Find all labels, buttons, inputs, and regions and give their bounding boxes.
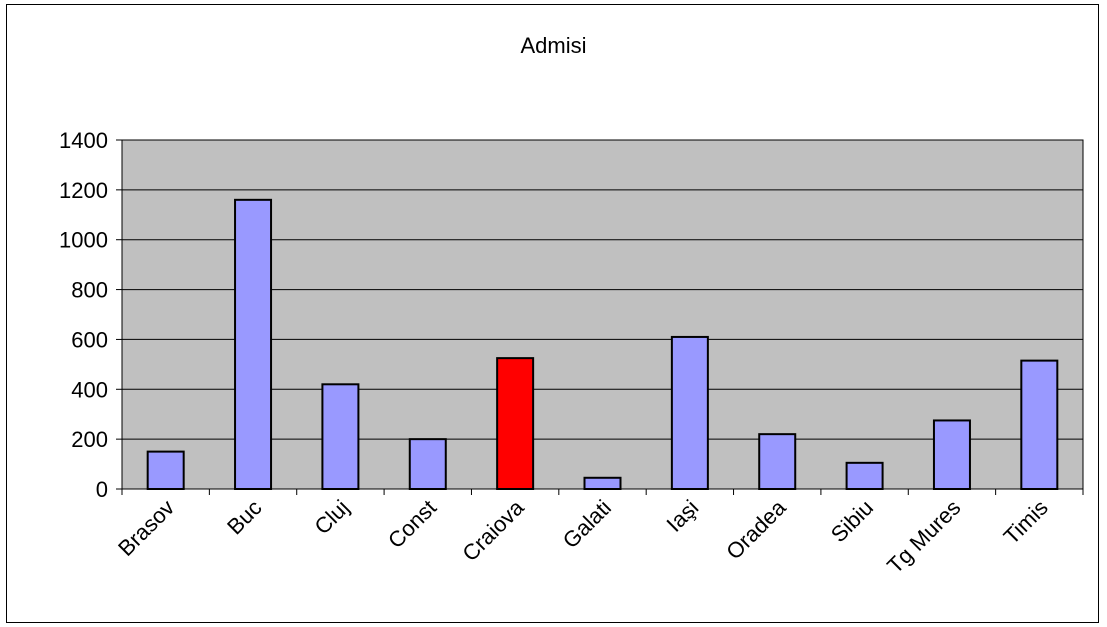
x-tick-label: Sibiu bbox=[826, 495, 878, 547]
x-tick-label: Const bbox=[383, 495, 441, 553]
x-tick-label: Galati bbox=[558, 495, 616, 553]
bar-brasov bbox=[146, 450, 185, 491]
x-tick-label: Timis bbox=[999, 495, 1053, 549]
bar-galati bbox=[583, 476, 622, 490]
x-tick-label: Buc bbox=[222, 495, 266, 539]
x-tick-label: Cluj bbox=[309, 495, 353, 539]
chart-title: Admisi bbox=[520, 33, 587, 58]
bar-timis bbox=[1020, 359, 1059, 490]
bar-sibiu bbox=[845, 461, 884, 491]
y-tick-labels: 0 200 400 600 800 1000 1200 1400 bbox=[59, 128, 108, 502]
bar-craiova bbox=[496, 357, 535, 490]
x-tick-label: Iaşi bbox=[662, 495, 704, 537]
gridlines bbox=[122, 139, 1083, 440]
x-tick-label: Oradea bbox=[721, 494, 791, 564]
y-tick-label: 800 bbox=[71, 278, 108, 303]
y-tick-label: 1000 bbox=[59, 228, 108, 253]
bar-cluj bbox=[321, 383, 360, 490]
bar-iaşi bbox=[670, 335, 709, 490]
x-tick-labels: Brasov Buc Cluj Const Craiova Galati Iaşi Orade… bbox=[113, 494, 1053, 578]
y-tick-label: 1200 bbox=[59, 178, 108, 203]
y-tick-label: 600 bbox=[71, 327, 108, 352]
bar-buc bbox=[234, 198, 273, 490]
y-tick-label: 400 bbox=[71, 377, 108, 402]
y-tick-label: 200 bbox=[71, 427, 108, 452]
x-tick-label: Craiova bbox=[457, 494, 529, 566]
y-tick-label: 1400 bbox=[59, 128, 108, 153]
y-tick-label: 0 bbox=[96, 477, 108, 502]
bar-oradea bbox=[758, 433, 797, 490]
bar-const bbox=[408, 438, 447, 490]
x-tick-label: Brasov bbox=[113, 495, 179, 561]
x-tick-label: Tg Mures bbox=[882, 495, 965, 578]
axes bbox=[116, 139, 1084, 495]
bar-tg-mures bbox=[932, 419, 971, 491]
